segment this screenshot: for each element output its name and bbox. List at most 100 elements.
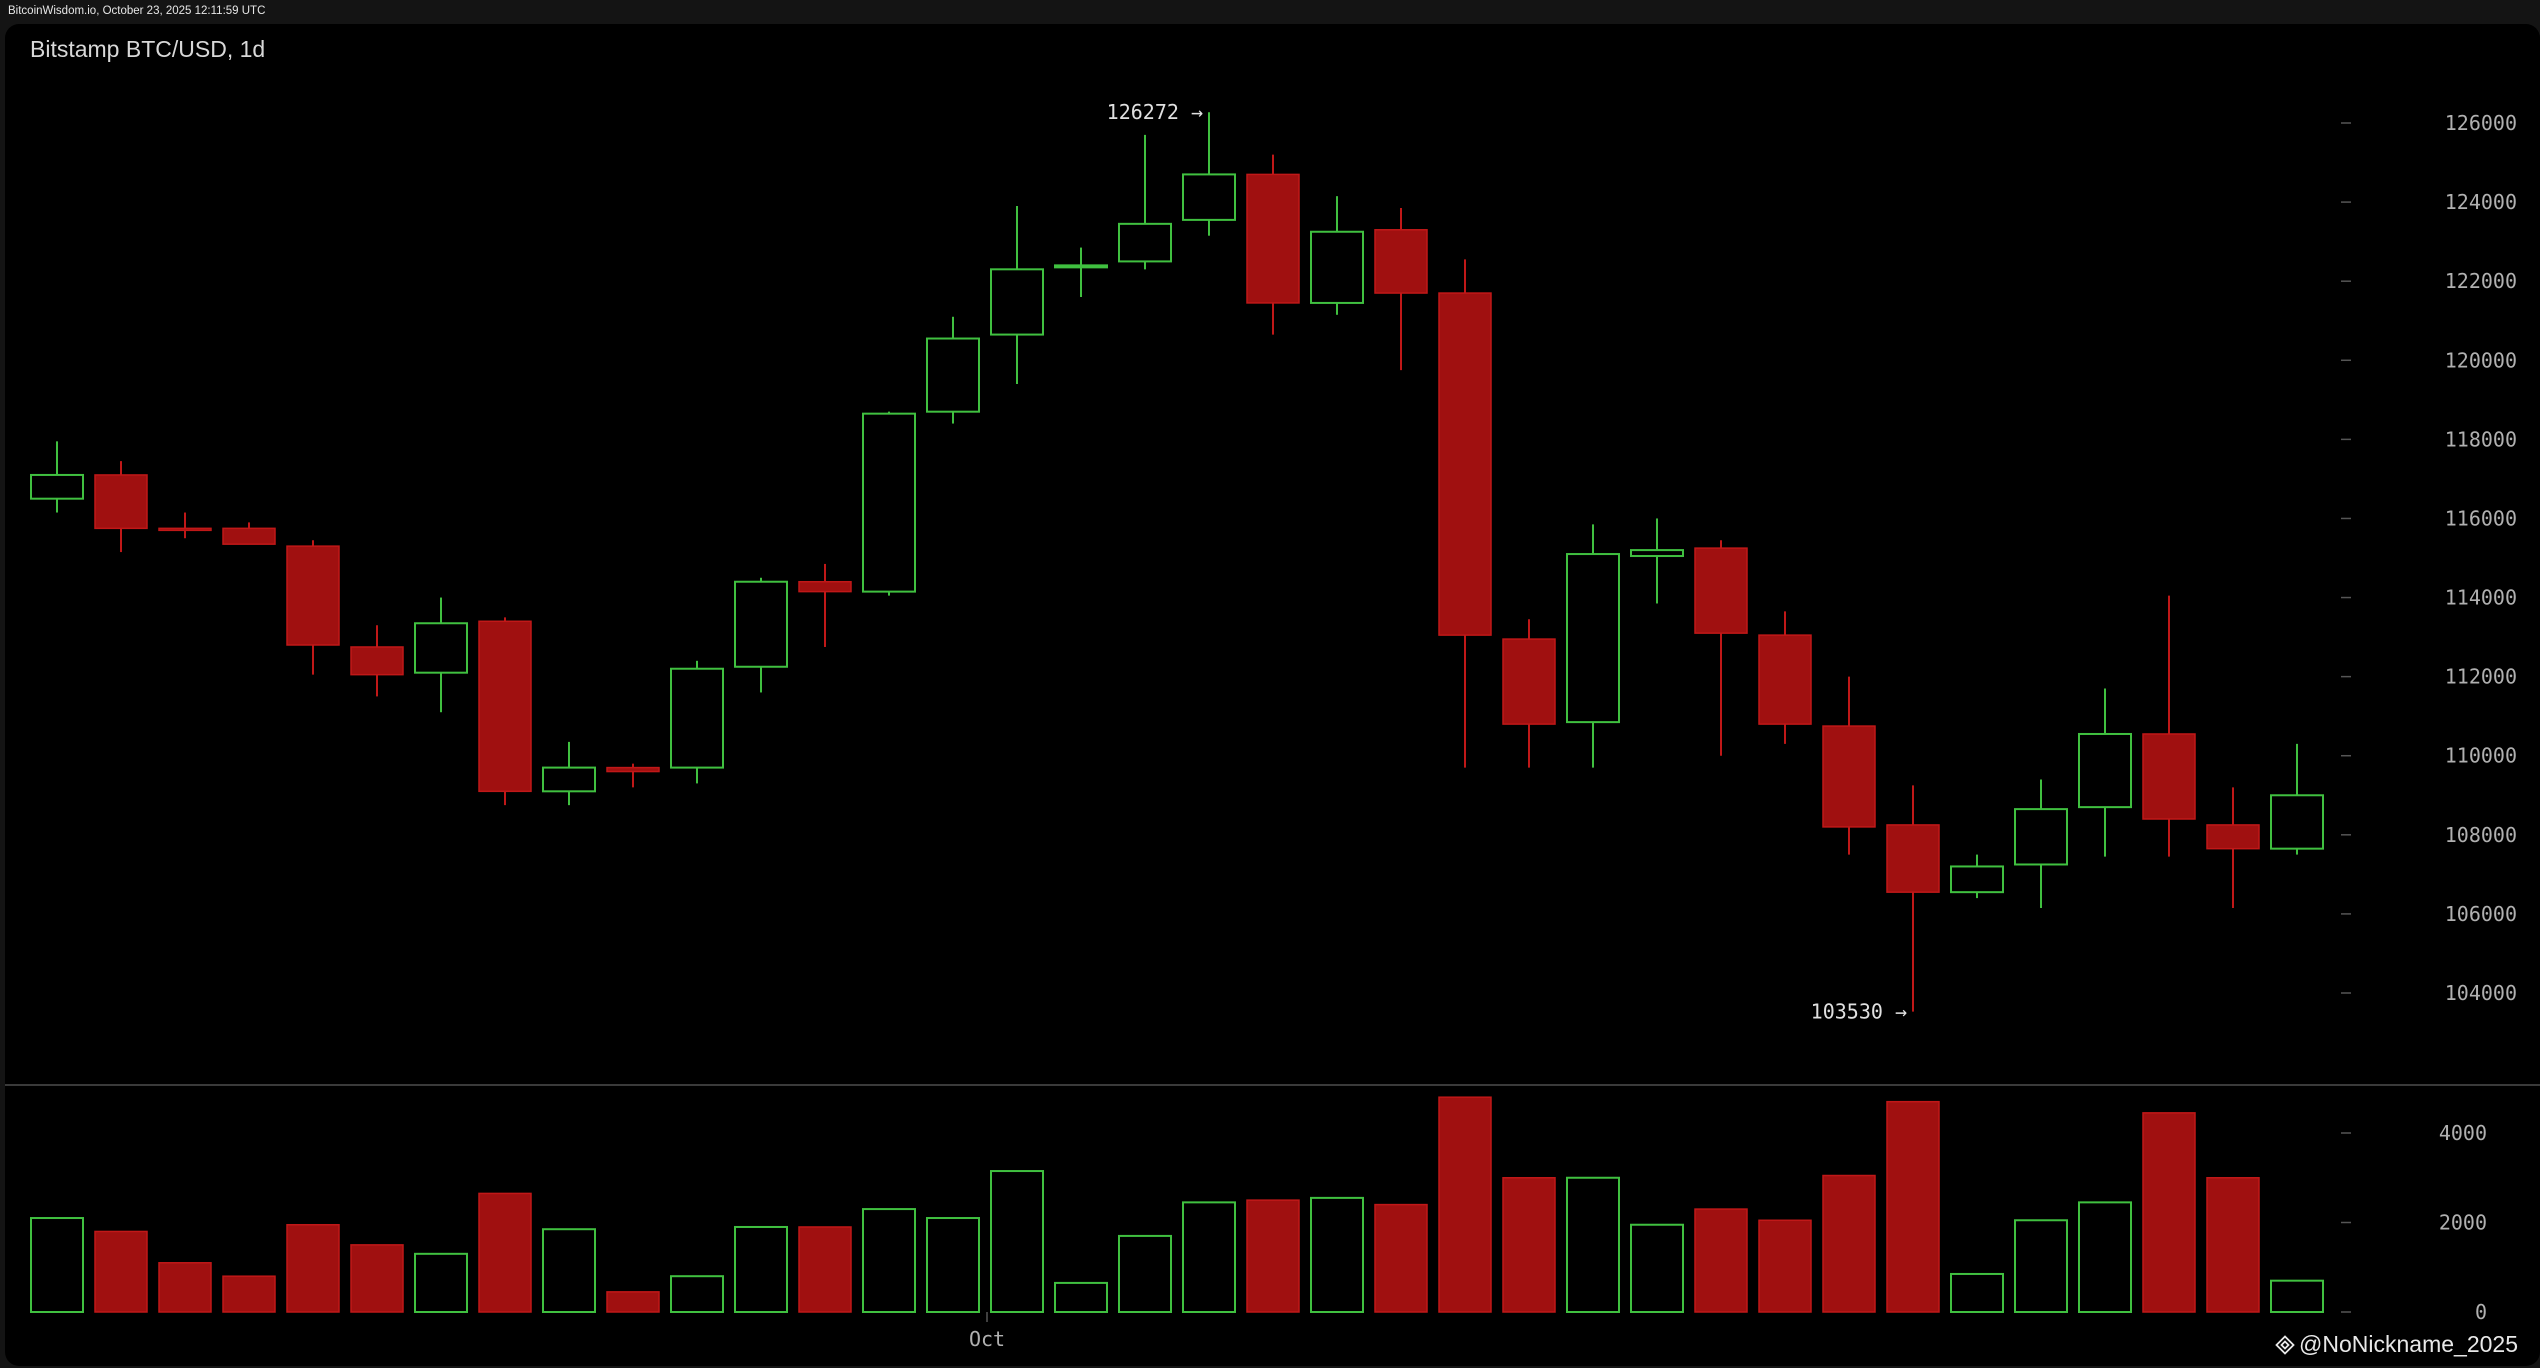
candle-up [734,577,788,693]
candle-body [1054,264,1108,269]
candle-down [1822,676,1876,855]
candle-body [1118,222,1172,263]
volume-bar-down [478,1192,532,1313]
candle-down [2206,787,2260,908]
price-annotation: 103530 → [1811,1000,1907,1024]
candle-body [1758,634,1812,725]
volume-bar-down [606,1291,660,1313]
candle-up [30,441,84,513]
candle-body [30,473,84,500]
volume-bar-down [2142,1112,2196,1313]
volume-tick-label: 2000 [2439,1211,2487,1235]
volume-tick-label: 0 [2475,1300,2487,1324]
top-bar: BitcoinWisdom.io, October 23, 2025 12:11… [0,0,2540,24]
price-tick-label: 110000 [2445,744,2517,768]
x-tick-label: Oct [969,1327,1005,1351]
volume-bar-down [1246,1199,1300,1313]
candle-body [2078,732,2132,809]
candle-body [1374,229,1428,294]
volume-bar-up [542,1228,596,1314]
candle-up [2270,743,2324,855]
price-annotation: 126272 → [1107,100,1203,124]
chart-title: Bitstamp BTC/USD, 1d [30,36,266,62]
price-tick-label: 126000 [2445,111,2517,135]
candle-body [1694,547,1748,634]
candle-up [542,741,596,806]
candle-up [1054,247,1108,297]
candle-body [862,412,916,593]
volume-bar-up [1182,1201,1236,1314]
candle-body [670,667,724,769]
candle-down [2142,595,2196,857]
volume-bar-down [798,1226,852,1313]
volume-bar-down [1886,1100,1940,1313]
candle-body [1822,725,1876,828]
volume-bar-up [414,1252,468,1313]
candle-down [1886,785,1940,1012]
candle-body [1438,292,1492,636]
volume-bar-down [1438,1096,1492,1313]
candle-body [798,580,852,593]
price-tick-label: 124000 [2445,190,2517,214]
volume-tick-label: 4000 [2439,1121,2487,1145]
candle-down [606,763,660,788]
candle-body [1310,230,1364,304]
candle-body [222,527,276,545]
volume-bar-up [2078,1201,2132,1314]
candle-body [286,545,340,646]
candle-down [158,512,212,539]
candle-down [478,617,532,806]
candle-body [414,622,468,674]
candle-body [2270,794,2324,850]
price-tick-label: 118000 [2445,427,2517,451]
candle-body [158,527,212,532]
price-tick-label: 116000 [2445,506,2517,530]
price-tick-label: 104000 [2445,981,2517,1005]
price-tick-label: 106000 [2445,902,2517,926]
candle-body [926,337,980,413]
binance-logo-icon [2275,1334,2295,1355]
volume-bar-down [1502,1177,1556,1313]
candle-up [1310,196,1364,315]
candle-body [1566,553,1620,724]
volume-bar-up [1630,1223,1684,1314]
candle-body [1886,824,1940,893]
candle-down [1758,611,1812,744]
candle-down [1374,208,1428,371]
candle-up [926,316,980,424]
candle-body [990,268,1044,336]
candle-down [798,563,852,647]
candle-down [94,461,148,553]
candle-body [350,646,404,676]
candle-down [1694,540,1748,756]
volume-bar-up [1054,1281,1108,1313]
volume-bar-up [1566,1176,1620,1313]
candle-body [94,474,148,530]
candle-body [606,766,660,773]
volume-bar-up [734,1225,788,1313]
volume-bar-down [1822,1174,1876,1313]
volume-bar-down [158,1262,212,1313]
candle-down [286,540,340,675]
candle-down [350,625,404,697]
candle-up [1182,112,1236,236]
volume-bar-down [1758,1219,1812,1313]
candle-body [734,580,788,668]
volume-bar-up [670,1275,724,1313]
volume-bar-up [990,1170,1044,1313]
price-tick-label: 108000 [2445,823,2517,847]
candle-down [1438,259,1492,768]
volume-bar-up [862,1208,916,1313]
volume-bar-down [222,1275,276,1313]
candle-up [990,206,1044,384]
candle-body [2014,808,2068,866]
price-tick-label: 114000 [2445,586,2517,610]
chart-panel: 104000 106000 108000 110000 112000 114000 1160… [5,24,2540,1366]
candle-body [2142,733,2196,820]
candle-up [670,660,724,784]
volume-bar-up [1118,1234,1172,1314]
volume-bar-up [1310,1196,1364,1313]
volume-bar-up [30,1217,84,1314]
volume-bar-down [2206,1177,2260,1313]
volume-bar-up [926,1217,980,1314]
